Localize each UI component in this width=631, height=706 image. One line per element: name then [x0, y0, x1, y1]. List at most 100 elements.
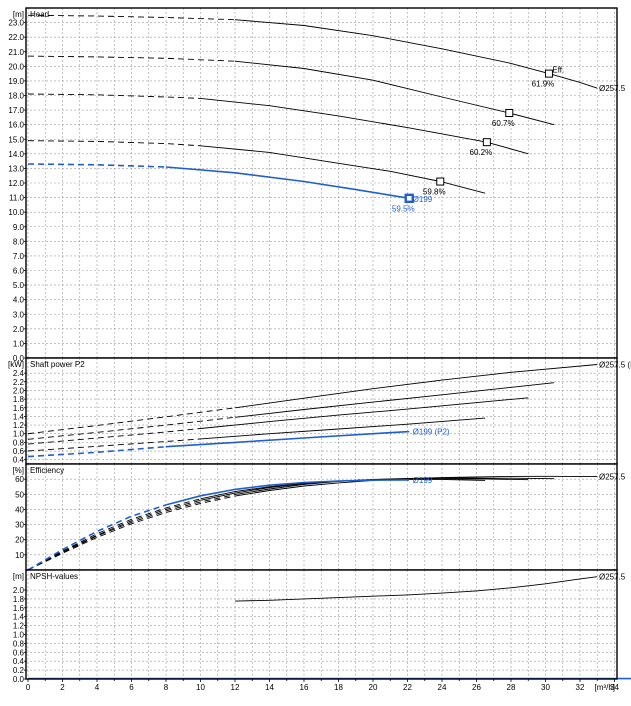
curve-solid [234, 364, 598, 409]
y-tick-label: 16.0 [8, 121, 24, 130]
curve-solid [234, 19, 598, 89]
x-tick-label: 8 [164, 683, 169, 692]
x-tick-label: 6 [129, 683, 134, 692]
curve-label: Ø257.5 [599, 573, 626, 582]
y-tick-label: 4.0 [13, 296, 25, 305]
bep-efficiency-label: 61.9% [532, 80, 555, 89]
curve-dashed [27, 499, 201, 571]
y-tick-label: 60 [15, 475, 24, 484]
y-tick-label: 2.0 [13, 586, 25, 595]
y-tick-label: 9.0 [13, 223, 25, 232]
x-tick-label: 14 [265, 683, 274, 692]
y-tick-label: 6.0 [13, 267, 25, 276]
series--257-5 [234, 576, 598, 602]
series-curve-1 [27, 382, 555, 440]
curve-dashed [27, 14, 236, 21]
y-tick-label: 1.2 [13, 421, 25, 430]
curve-label: Ø199 [413, 195, 433, 204]
y-tick-label: 0.6 [13, 648, 25, 657]
series-curve-1: 60.7% [27, 55, 555, 128]
y-tick-label: 22.0 [8, 33, 24, 42]
bep-efficiency-label: 59.5% [392, 204, 415, 213]
y-tick-label: 8.0 [13, 237, 25, 246]
y-unit-label: [m] [13, 572, 24, 581]
y-tick-label: 2.2 [13, 378, 25, 387]
curve-solid [234, 382, 555, 418]
curve-solid [200, 145, 486, 194]
y-tick-label: 0.2 [13, 666, 25, 675]
curve-dashed [27, 163, 167, 168]
y-tick-label: 17.0 [8, 106, 24, 115]
x-tick-label: 16 [300, 683, 309, 692]
y-tick-label: 1.8 [13, 395, 25, 404]
x-unit-label: [m³/h] [595, 683, 615, 692]
curve-dashed [27, 140, 201, 147]
x-tick-label: 32 [576, 683, 585, 692]
curve-solid [200, 97, 529, 155]
y-tick-label: 14.0 [8, 150, 24, 159]
y-tick-label: 1.4 [13, 613, 25, 622]
curve-solid [165, 430, 410, 448]
y-tick-label: 15.0 [8, 135, 24, 144]
curve-dashed [27, 55, 236, 62]
y-tick-label: 30 [15, 521, 24, 530]
y-tick-label: 1.0 [13, 339, 25, 348]
y-tick-label: 19.0 [8, 77, 24, 86]
y-tick-label: 0.4 [13, 657, 25, 666]
y-tick-label: 0.4 [13, 456, 25, 465]
y-tick-label: 20.0 [8, 62, 24, 71]
curve-solid [234, 576, 598, 602]
x-tick-label: 18 [334, 683, 343, 692]
y-tick-label: 0.0 [13, 675, 25, 684]
curve-solid [234, 60, 555, 126]
x-tick-label: 22 [403, 683, 412, 692]
curve-solid [165, 479, 410, 506]
y-tick-label: 50 [15, 490, 24, 499]
y-tick-label: 12.0 [8, 179, 24, 188]
y-unit-label: [%] [12, 466, 24, 475]
bep-efficiency-label: 59.8% [423, 188, 446, 197]
y-tick-label: 18.0 [8, 92, 24, 101]
series-curve-3: 59.8% [27, 140, 486, 197]
curve-dashed [27, 495, 236, 571]
y-tick-label: 10.0 [8, 208, 24, 217]
y-tick-label: 1.0 [13, 430, 25, 439]
x-axis: 0 2 4 6 8 10 12 14 16 18 20 22 24 26 28 30 32 34[m³/h] [26, 679, 619, 692]
series--199 [27, 479, 410, 571]
x-tick-label: 20 [369, 683, 378, 692]
series--199-p2- [27, 430, 410, 458]
y-unit-label: [kW] [8, 360, 24, 369]
curve-dashed [27, 428, 201, 445]
curve-dashed [27, 498, 201, 571]
y-tick-label: 7.0 [13, 252, 25, 261]
panel-head: 0.0 1.0 2.0 3.0 4.0 5.0 6.0 7.0 8.0 9.0 10.0 11.0 12… [8, 7, 626, 363]
y-tick-label: 1.6 [13, 404, 25, 413]
curve-label: Ø257.5 [599, 84, 626, 93]
curve-solid [200, 417, 486, 440]
y-tick-label: 40 [15, 505, 24, 514]
curve-label: Ø257.5 [599, 473, 626, 482]
curve-label: Ø257.5 (P2) [599, 360, 631, 369]
bep-marker [436, 177, 445, 186]
x-tick-label: 30 [541, 683, 550, 692]
y-tick-label: 1.2 [13, 622, 25, 631]
y-tick-label: 2.0 [13, 386, 25, 395]
bep-efficiency-label: 60.2% [470, 148, 493, 157]
curve-dashed [27, 438, 201, 452]
y-tick-label: 2.4 [13, 369, 25, 378]
curve-dashed [27, 407, 236, 435]
x-tick-label: 26 [472, 683, 481, 692]
y-tick-label: 2.0 [13, 325, 25, 334]
series--257-5-p2- [27, 364, 598, 435]
y-tick-label: 0.6 [13, 447, 25, 456]
curve-label: Eff. [552, 65, 564, 74]
x-tick-label: 24 [438, 683, 447, 692]
y-tick-label: 1.0 [13, 631, 25, 640]
y-tick-label: 3.0 [13, 310, 25, 319]
bep-marker [482, 138, 491, 147]
curve-dashed [27, 494, 236, 571]
bep-marker [544, 69, 553, 78]
y-tick-label: 0.0 [13, 354, 25, 363]
curve-label: Ø199 [413, 476, 433, 485]
